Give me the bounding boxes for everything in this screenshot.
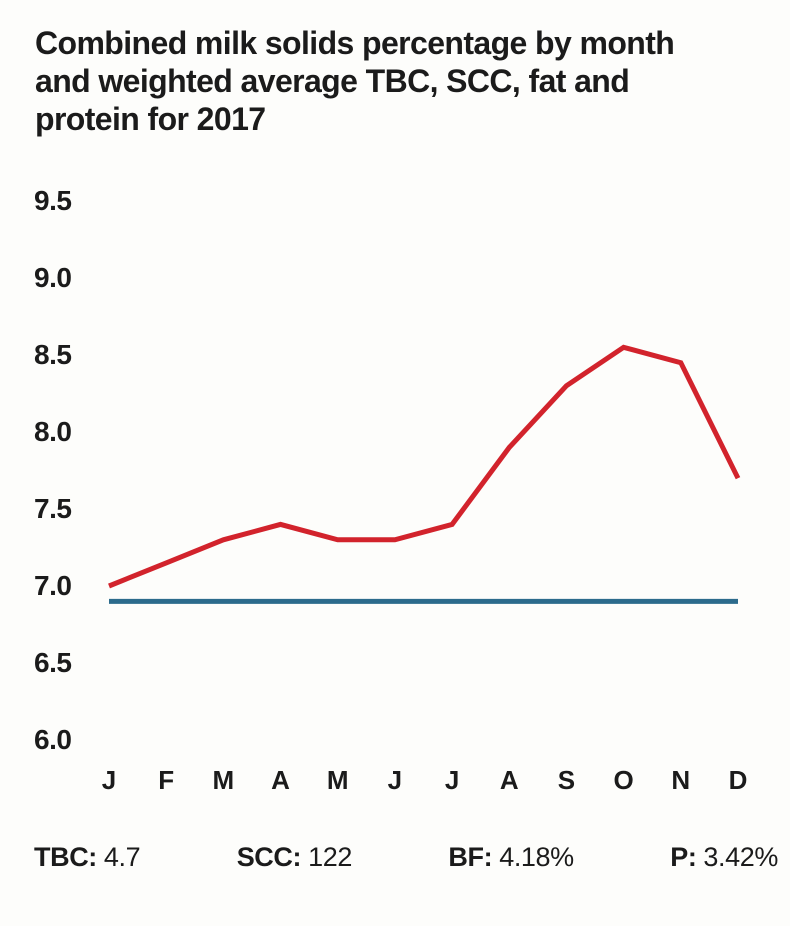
x-axis-tick-label: O: [613, 765, 634, 795]
x-axis-tick-label: S: [557, 765, 576, 795]
x-axis-tick-label: F: [158, 765, 175, 795]
y-axis-tick-label: 6.5: [34, 647, 72, 678]
y-axis-tick-label: 8.0: [34, 416, 72, 447]
chart-title-line: and weighted average TBC, SCC, fat and: [35, 63, 630, 99]
x-axis-tick-label: M: [326, 765, 349, 795]
stat-tbc-value: 4.7: [103, 841, 141, 872]
chart-title-line: Combined milk solids percentage by month: [35, 25, 675, 61]
y-axis-tick-label: 8.5: [34, 339, 72, 370]
x-axis-tick-label: J: [101, 765, 117, 795]
combined-milk-solids-percent: [108, 344, 741, 589]
y-axis-tick-label: 9.5: [34, 185, 72, 216]
y-axis-tick-label: 9.0: [34, 262, 72, 293]
summary-stats: TBC: 4.7 SCC: 122 BF: 4.18% P: 3.42%: [0, 841, 790, 873]
stat-p-label: P:: [670, 841, 697, 872]
x-axis-tick-label: A: [499, 765, 519, 795]
x-axis-tick-label: A: [271, 765, 290, 795]
stat-p-value: 3.42%: [703, 841, 778, 872]
y-axis-tick-label: 7.0: [34, 570, 72, 601]
chart-title-line: protein for 2017: [35, 101, 266, 137]
stat-bf-label: BF:: [448, 841, 493, 872]
x-axis-tick-label: N: [671, 765, 691, 795]
stat-p: P: 3.42%: [670, 842, 778, 873]
stat-tbc: TBC: 4.7: [34, 841, 141, 873]
stat-bf-value: 4.18%: [499, 841, 574, 872]
y-axis-tick-label: 6.0: [34, 724, 72, 755]
x-axis-tick-label: M: [212, 765, 235, 795]
stat-scc-label: SCC:: [236, 841, 302, 872]
stat-scc: SCC: 122: [236, 841, 353, 873]
stat-tbc-label: TBC:: [34, 841, 97, 872]
chart-title: Combined milk solids percentage by month…: [35, 24, 760, 138]
stat-scc-value: 122: [308, 841, 352, 872]
stat-bf: BF: 4.18%: [448, 841, 574, 873]
x-axis-tick-label: J: [444, 765, 460, 795]
y-axis-tick-label: 7.5: [34, 493, 72, 524]
x-axis-tick-label: J: [387, 765, 403, 795]
x-axis-tick-label: D: [728, 765, 748, 795]
